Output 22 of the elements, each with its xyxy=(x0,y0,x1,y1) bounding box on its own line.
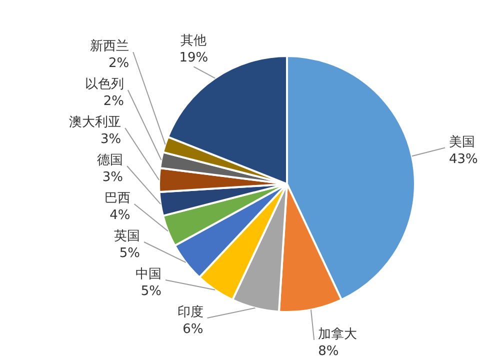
slice-label: 新西兰 xyxy=(90,39,130,54)
slice-label: 印度 xyxy=(177,304,204,320)
slice-label: 美国 xyxy=(449,134,475,150)
slice-label: 其他 xyxy=(180,34,207,49)
slice-label: 澳大利亚 xyxy=(69,115,122,130)
slice-label: 巴西 xyxy=(104,191,130,206)
slice-label: 加拿大 xyxy=(318,327,358,342)
data-label: 2% xyxy=(103,94,124,109)
data-label: 6% xyxy=(182,322,204,337)
data-label: 3% xyxy=(100,132,122,147)
data-label: 2% xyxy=(108,56,130,71)
slice-label: 以色列 xyxy=(84,77,124,92)
slice-label: 中国 xyxy=(136,267,162,282)
data-label: 5% xyxy=(119,246,140,261)
data-label: 8% xyxy=(318,344,339,359)
data-label: 5% xyxy=(140,284,162,299)
data-label: 3% xyxy=(102,170,124,185)
data-label: 4% xyxy=(110,208,130,223)
slice-label: 德国 xyxy=(97,153,124,168)
data-label: 43% xyxy=(449,152,478,167)
slice-label: 英国 xyxy=(114,229,140,244)
data-label: 19% xyxy=(179,50,208,66)
